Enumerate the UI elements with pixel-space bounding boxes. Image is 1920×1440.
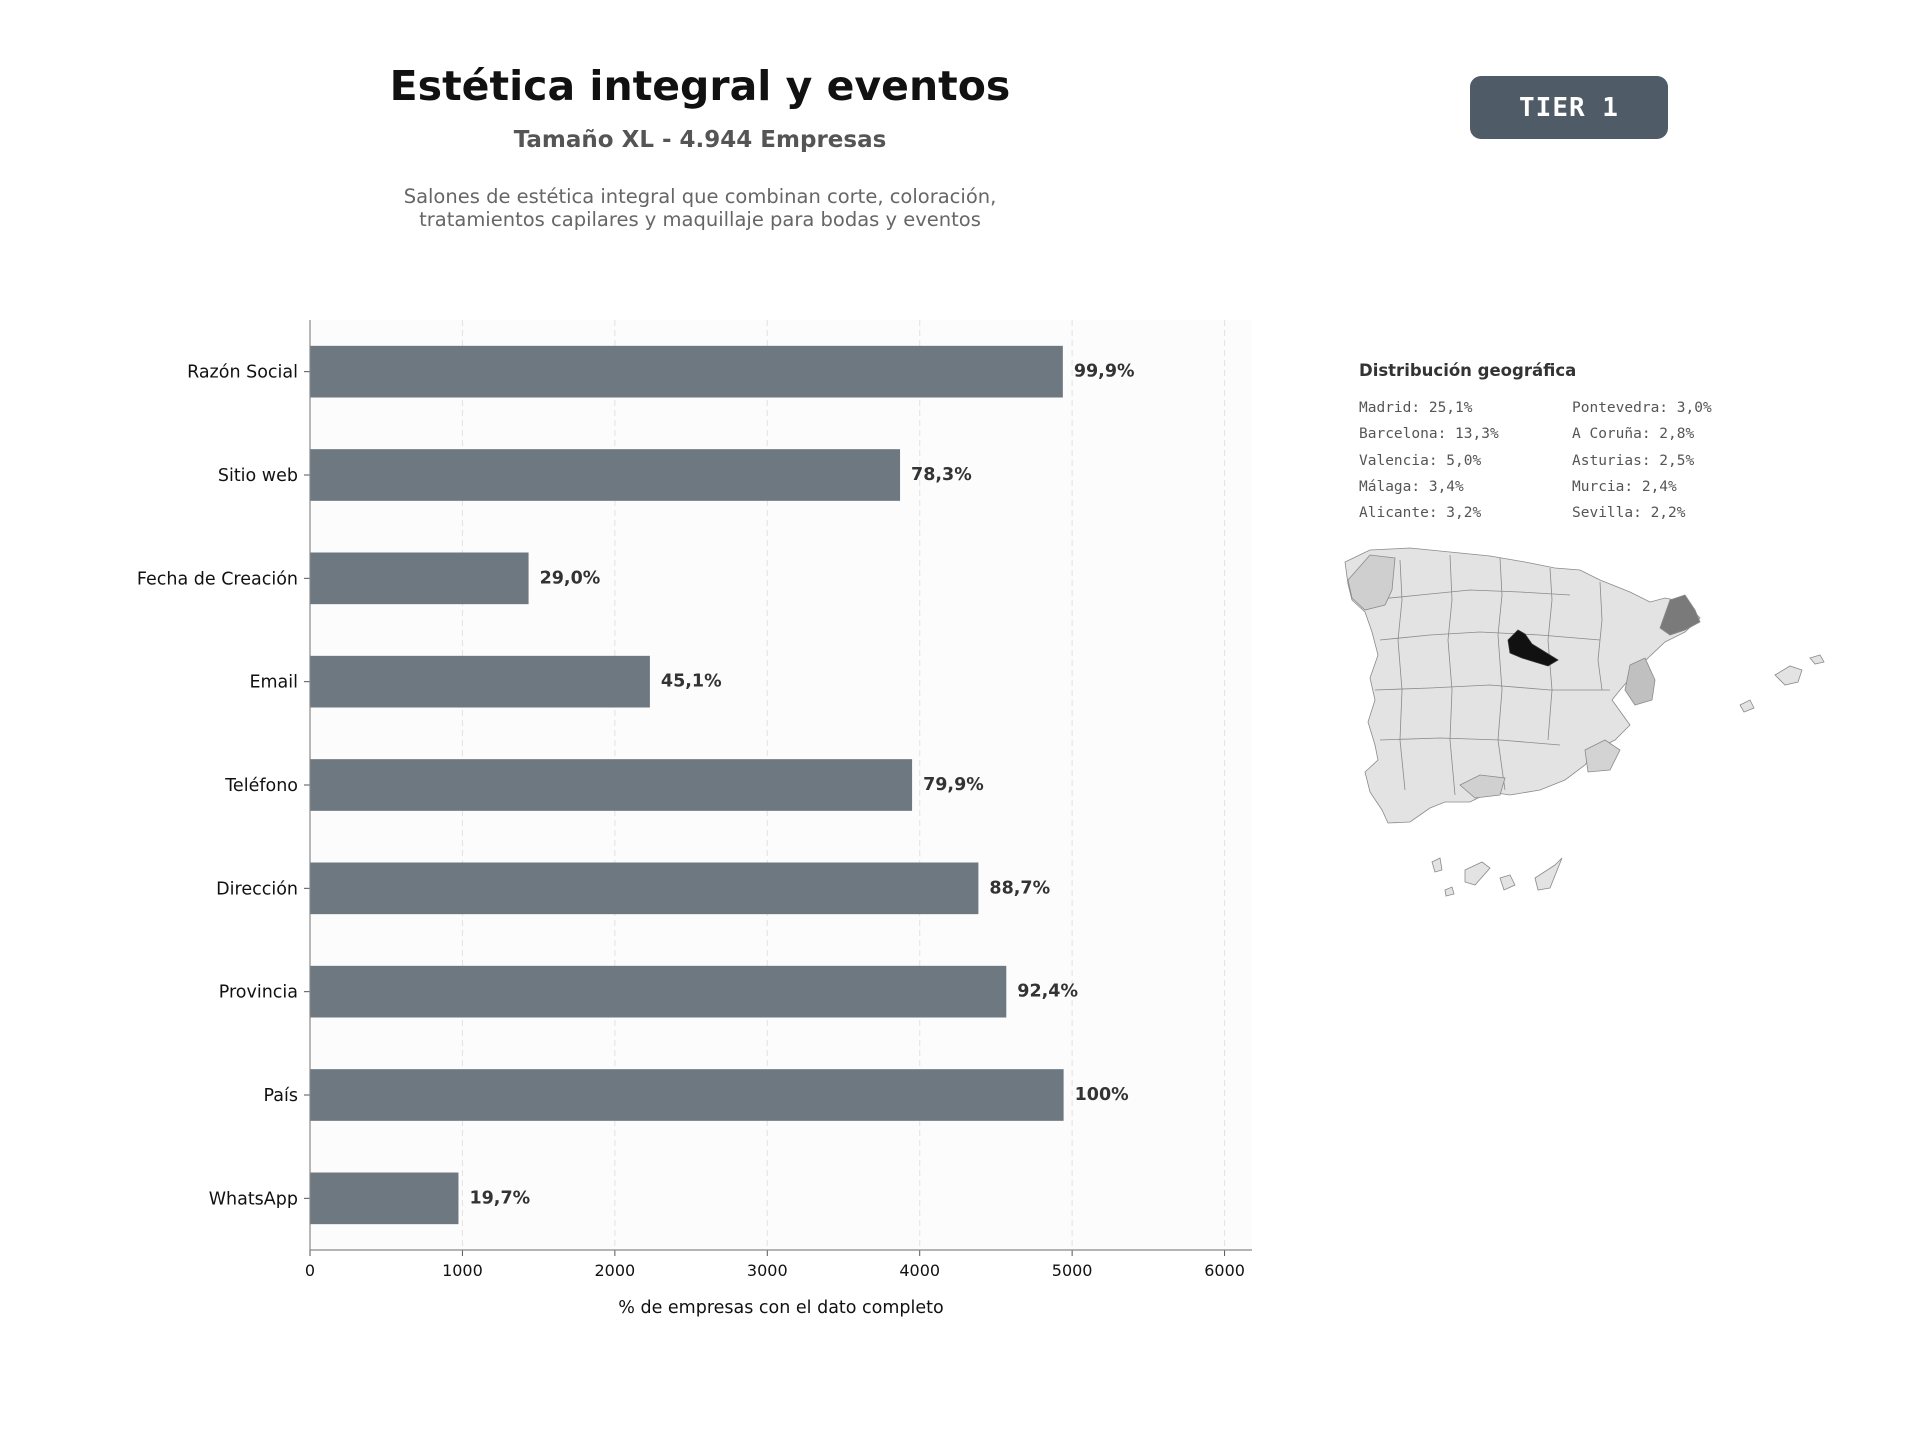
bar <box>310 759 913 811</box>
geo-item: Málaga: 3,4% <box>1359 478 1464 495</box>
geo-list-left: Madrid: 25,1% Barcelona: 13,3% Valencia:… <box>1359 398 1499 529</box>
geo-title: Distribución geográfica <box>1359 361 1577 380</box>
bar <box>310 345 1063 398</box>
bar-chart: 0 1000 2000 3000 4000 5000 6000 Razón Social 99,… <box>137 320 1252 1318</box>
data-label: 100% <box>1075 1085 1129 1105</box>
bar <box>310 1069 1064 1121</box>
bar <box>310 965 1007 1018</box>
map-balearic <box>1739 654 1825 713</box>
map-province-valencia <box>1624 657 1656 706</box>
map-province-murcia <box>1584 739 1621 773</box>
spain-map <box>1344 547 1825 897</box>
x-tick-label: 3000 <box>747 1261 788 1280</box>
geo-item: Valencia: 5,0% <box>1359 452 1482 469</box>
bar <box>310 655 650 708</box>
geo-list-right: Pontevedra: 3,0% A Coruña: 2,8% Asturias… <box>1572 398 1712 529</box>
data-label: 79,9% <box>923 775 984 795</box>
category-label: Dirección <box>216 879 298 899</box>
data-label: 29,0% <box>540 568 601 588</box>
x-tick-label: 6000 <box>1204 1261 1245 1280</box>
x-axis-label: % de empresas con el dato completo <box>618 1298 943 1318</box>
data-label: 99,9% <box>1074 362 1135 382</box>
data-label: 45,1% <box>661 672 722 692</box>
map-province-barcelona <box>1659 594 1701 636</box>
tier-badge: TIER 1 <box>1470 76 1668 139</box>
category-label: Email <box>249 673 298 693</box>
geo-item: Madrid: 25,1% <box>1359 400 1473 416</box>
bar <box>310 552 529 605</box>
description-line: Salones de estética integral que combina… <box>403 185 997 208</box>
map-province-madrid <box>1507 629 1559 667</box>
x-tick-label: 1000 <box>442 1261 483 1280</box>
page-description: Salones de estética integral que combina… <box>300 185 1100 231</box>
map-mainland <box>1344 547 1701 824</box>
x-tick-label: 0 <box>305 1261 315 1280</box>
category-label: Sitio web <box>218 466 298 486</box>
x-tick-label: 5000 <box>1052 1261 1093 1280</box>
page-title: Estética integral y eventos <box>389 62 1011 110</box>
category-label: Fecha de Creación <box>137 569 298 589</box>
description-line: tratamientos capilares y maquillaje para… <box>419 208 981 231</box>
geo-item: Murcia: 2,4% <box>1572 478 1677 495</box>
x-tick-label: 2000 <box>594 1261 635 1280</box>
geo-item: Pontevedra: 3,0% <box>1572 400 1712 416</box>
geo-item: A Coruña: 2,8% <box>1572 426 1695 443</box>
geo-item: Sevilla: 2,2% <box>1572 505 1686 522</box>
geo-item: Alicante: 3,2% <box>1359 505 1482 522</box>
map-canary <box>1431 857 1563 897</box>
category-label: Provincia <box>219 983 298 1003</box>
geo-item: Barcelona: 13,3% <box>1359 426 1499 443</box>
category-label: Razón Social <box>187 363 298 383</box>
data-label: 88,7% <box>989 878 1050 898</box>
category-label: WhatsApp <box>209 1189 298 1209</box>
x-tick-label: 4000 <box>899 1261 940 1280</box>
data-label: 78,3% <box>911 465 972 485</box>
geo-item: Asturias: 2,5% <box>1572 452 1695 469</box>
data-label: 19,7% <box>469 1188 530 1208</box>
map-province-malaga <box>1459 774 1506 799</box>
data-label: 92,4% <box>1017 982 1078 1002</box>
bar <box>310 449 901 501</box>
category-label: País <box>264 1086 298 1106</box>
category-label: Teléfono <box>224 776 298 796</box>
page-subtitle: Tamaño XL - 4.944 Empresas <box>513 127 887 153</box>
map-province-galicia <box>1347 554 1396 611</box>
bar <box>310 862 979 915</box>
bar <box>310 1172 459 1225</box>
